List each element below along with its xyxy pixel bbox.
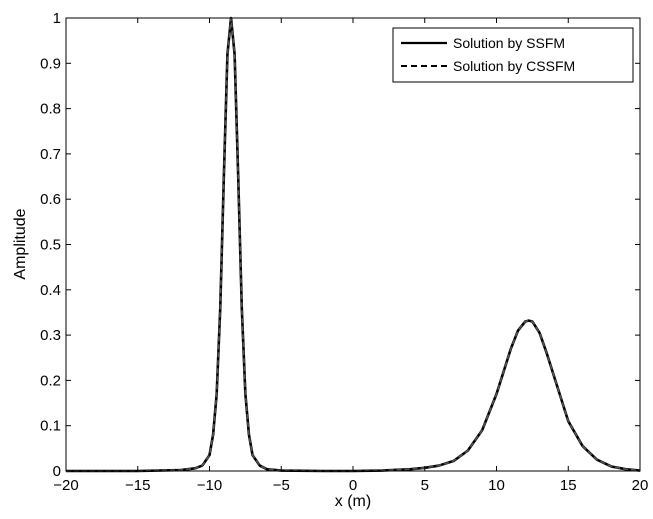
tick-layer: −20 −15 −10 −5 0 5 10 15 20 0 0.1 0.2 0.3 0.4 0.5 0.6 0.… [40,10,648,494]
x-tick-label: 15 [560,477,577,494]
legend: Solution by SSFM Solution by CSSFM [392,27,634,83]
y-tick-label: 0.8 [40,101,61,118]
x-tick-label: 5 [421,477,429,494]
legend-box [392,27,634,83]
x-tick-label: −10 [197,477,222,494]
y-tick-label: 0 [53,463,61,480]
x-tick-label: 0 [349,477,357,494]
x-tick-label: −5 [273,477,290,494]
x-tick-label: 10 [488,477,505,494]
y-tick-label: 0.3 [40,327,61,344]
y-tick-label: 1 [53,10,61,27]
y-tick-label: 0.1 [40,418,61,435]
legend-label-cssfm: Solution by CSSFM [453,58,575,74]
plot-area [66,18,640,471]
y-axis-label: Amplitude [12,208,29,279]
x-tick-label: −20 [53,477,78,494]
y-tick-label: 0.7 [40,146,61,163]
y-tick-label: 0.2 [40,372,61,389]
y-tick-label: 0.6 [40,191,61,208]
y-tick-label: 0.4 [40,282,61,299]
x-tick-label: −15 [125,477,150,494]
legend-label-ssfm: Solution by SSFM [453,35,565,51]
x-tick-label: 20 [632,477,649,494]
x-axis-label: x (m) [335,493,371,510]
y-tick-label: 0.5 [40,237,61,254]
y-tick-label: 0.9 [40,55,61,72]
